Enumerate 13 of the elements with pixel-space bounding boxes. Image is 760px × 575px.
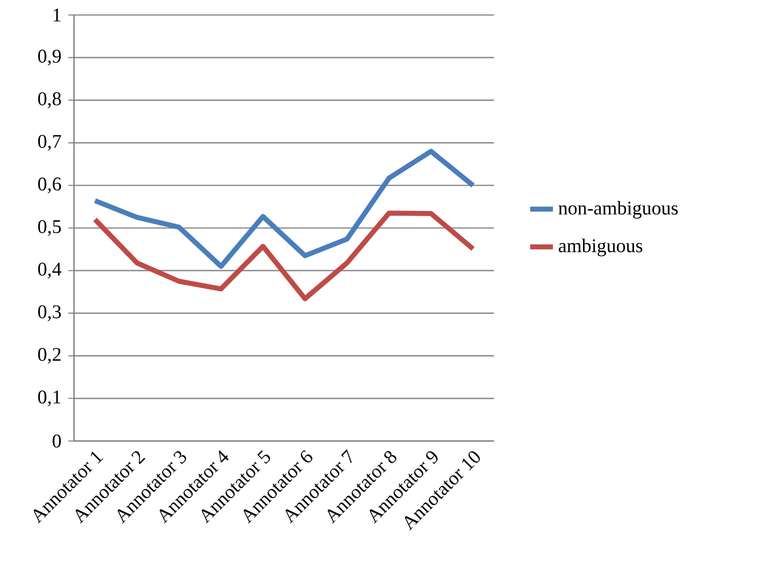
y-tick-label: 0 xyxy=(52,434,61,448)
y-tick-label: 0,6 xyxy=(38,177,62,194)
legend-label: ambiguous xyxy=(558,238,642,256)
y-tick-label: 0,2 xyxy=(38,348,61,364)
legend-label: non-ambiguous xyxy=(558,201,678,219)
y-tick-label: 1 xyxy=(54,8,60,22)
y-tick-label: 0,7 xyxy=(38,134,62,151)
y-tick-label: 0,4 xyxy=(38,262,62,279)
y-tick-label: 0,5 xyxy=(38,220,61,236)
y-tick-label: 0,9 xyxy=(38,50,61,66)
y-tick-label: 0,8 xyxy=(38,92,61,108)
y-tick-label: 0,3 xyxy=(38,305,61,322)
y-tick-label: 0,1 xyxy=(38,390,60,406)
